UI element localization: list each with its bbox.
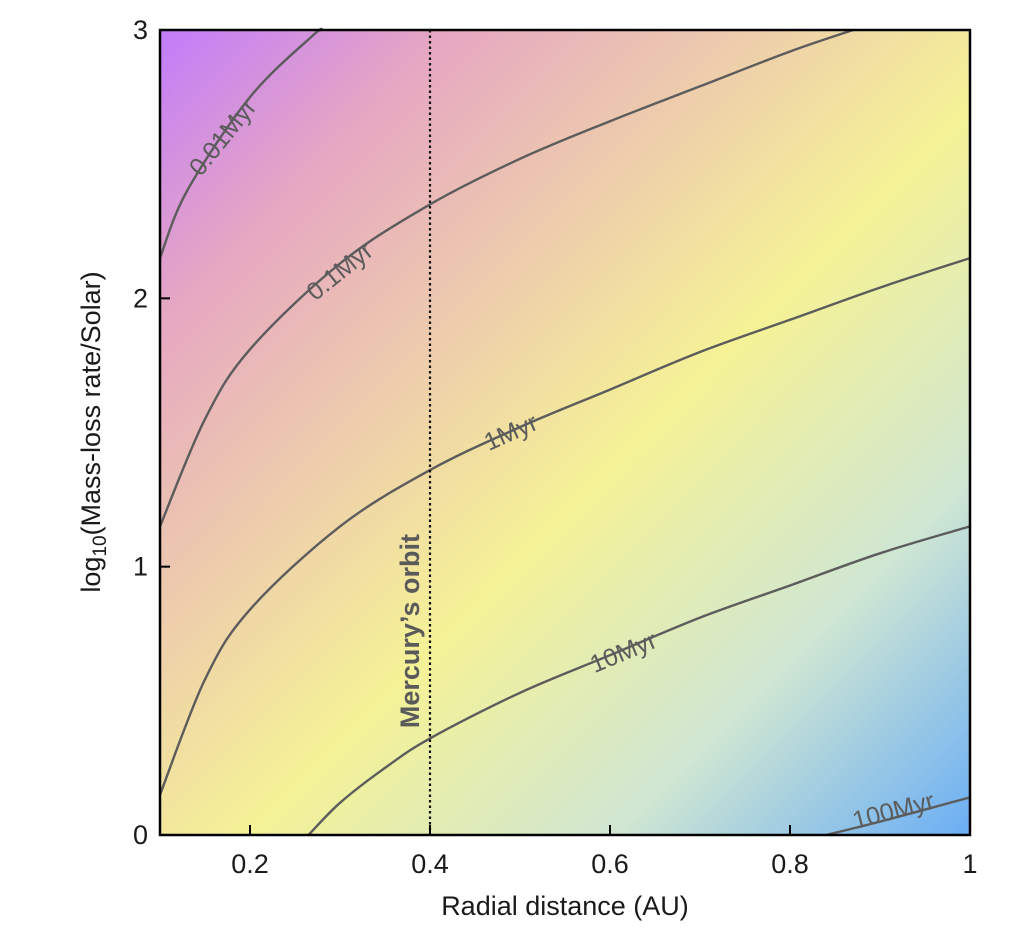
- mercury-orbit-label: Mercury’s orbit: [395, 534, 425, 728]
- x-tick-label-4: 1: [962, 849, 977, 879]
- contour-line-4: [825, 796, 971, 837]
- y-axis-label-suffix: (Mass-loss rate/Solar): [76, 271, 106, 535]
- x-tick-label-0: 0.2: [231, 849, 269, 879]
- contour-line-1: [158, 28, 854, 527]
- y-tick-label-1: 1: [133, 552, 148, 582]
- contour-line-2: [158, 256, 971, 796]
- y-axis-label: log10(Mass-loss rate/Solar): [76, 271, 111, 592]
- y-tick-label-3: 3: [133, 15, 148, 45]
- y-axis-label-prefix: log: [76, 557, 106, 593]
- x-axis: 0.2 0.4 0.6 0.8 1: [231, 825, 978, 879]
- y-axis: 0 1 2 3: [133, 15, 170, 850]
- x-tick-label-1: 0.4: [411, 849, 449, 879]
- contour-line-0: [158, 27, 323, 259]
- x-tick-label-3: 0.8: [771, 849, 809, 879]
- plot-frame: [158, 28, 972, 837]
- contour-lines: [158, 27, 971, 837]
- y-axis-label-subscript: 10: [90, 535, 111, 556]
- plot-background: [160, 30, 970, 835]
- x-tick-label-2: 0.6: [591, 849, 629, 879]
- x-axis-label: Radial distance (AU): [441, 891, 689, 921]
- contour-line-3: [307, 525, 971, 836]
- y-tick-label-0: 0: [133, 820, 148, 850]
- y-tick-label-2: 2: [133, 283, 148, 313]
